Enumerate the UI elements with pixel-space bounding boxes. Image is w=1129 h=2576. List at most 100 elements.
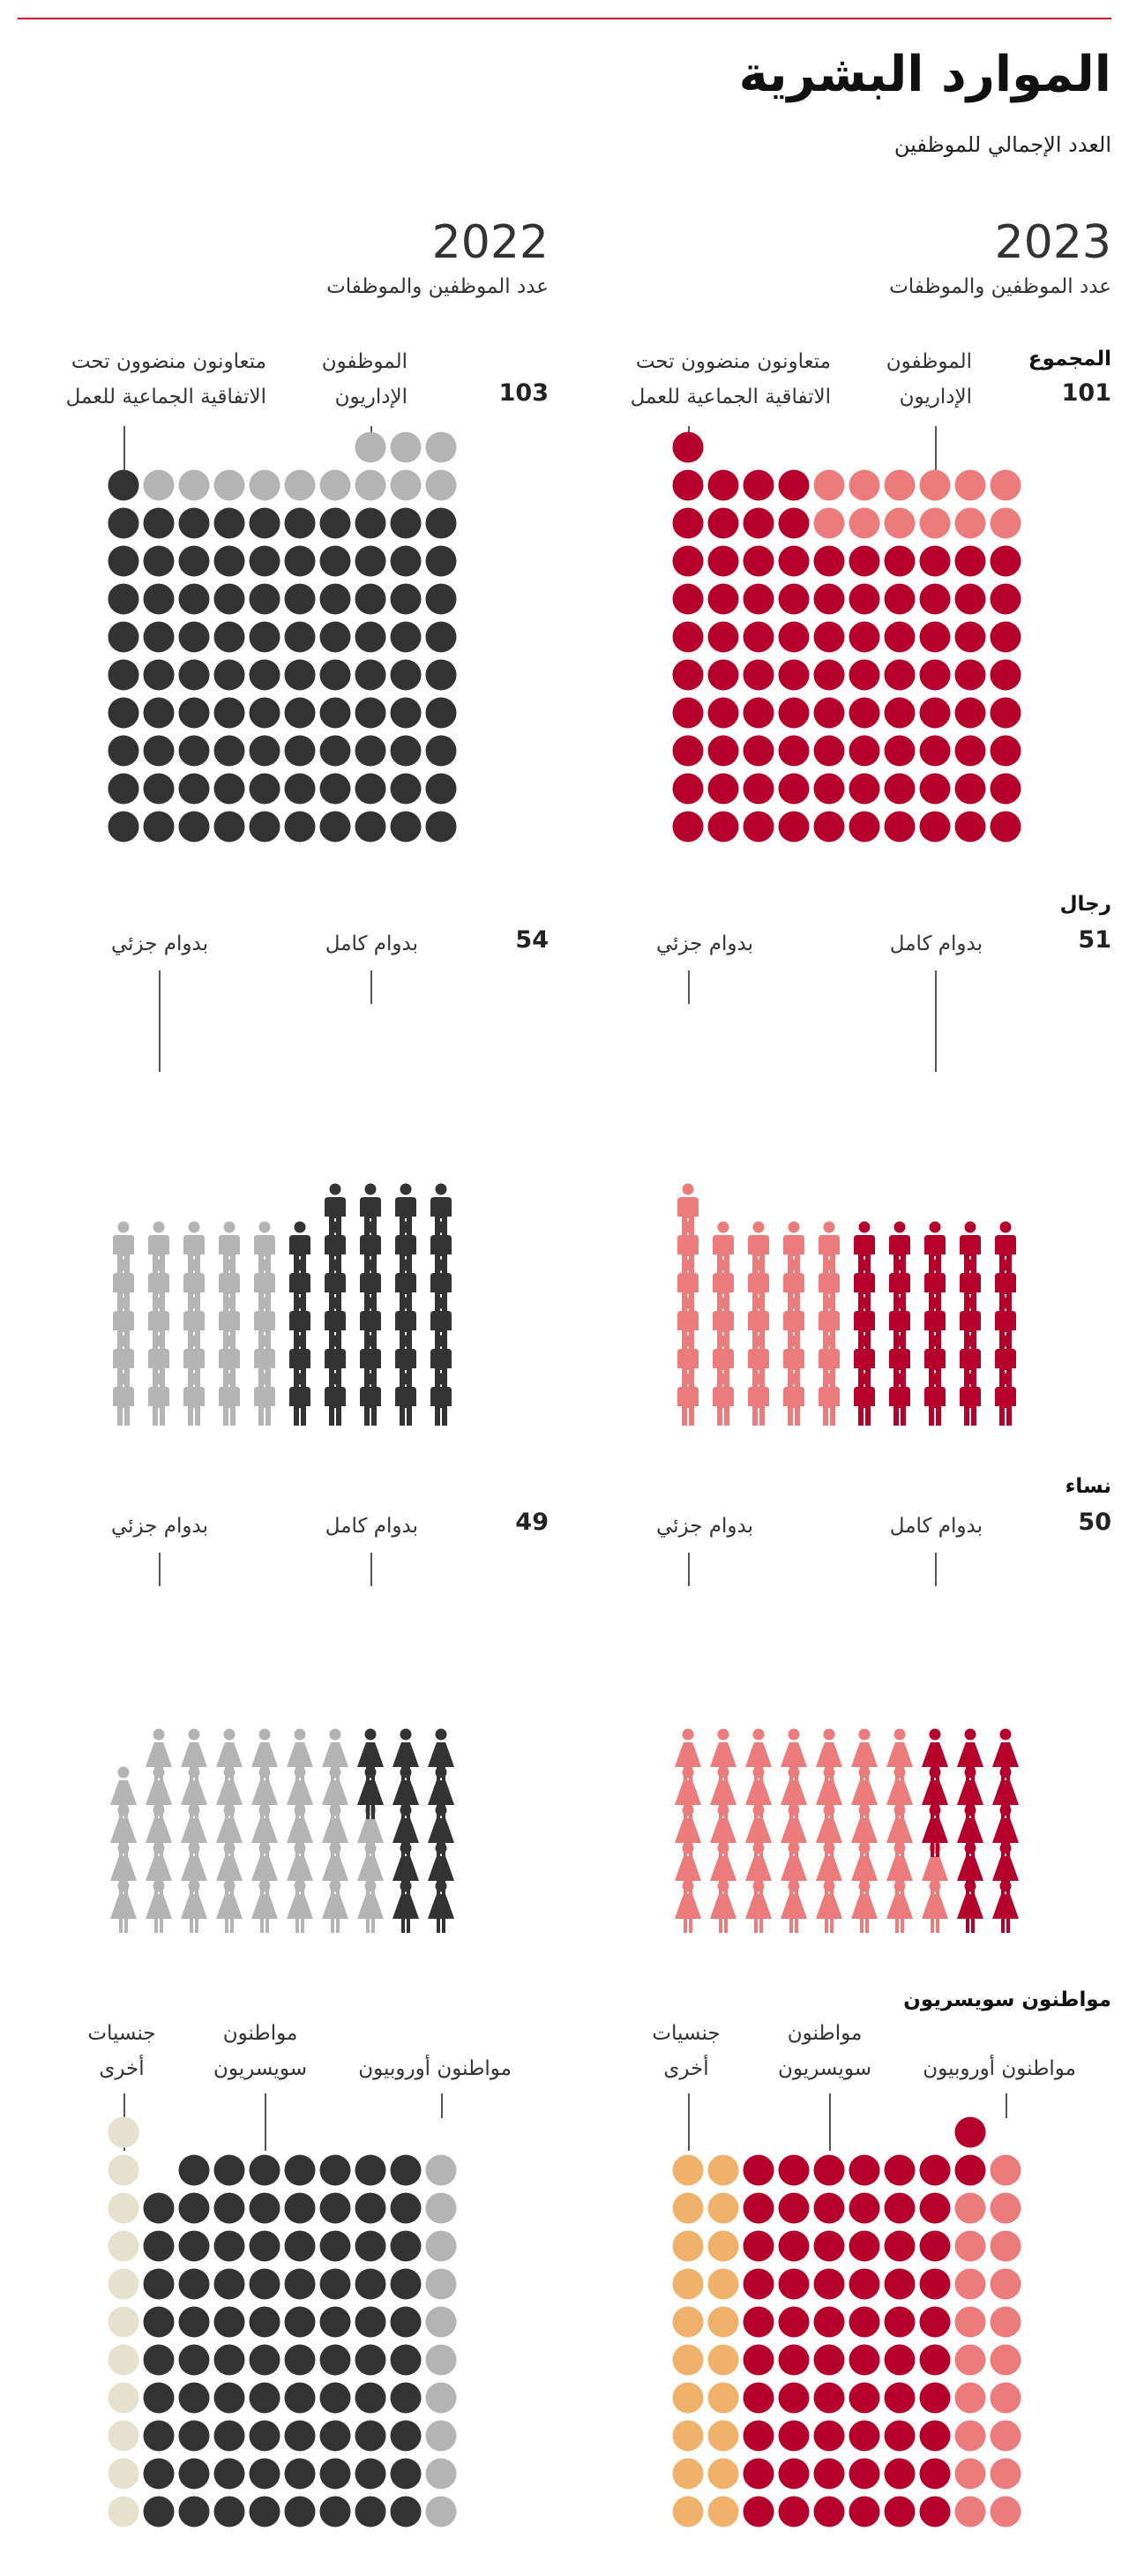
nat-2023-dot-mark [954,2420,986,2452]
nat-2023-dot-mark [919,2458,951,2490]
total-2023-dot-mark [672,545,704,577]
nat-2022-dot-mark [108,2116,139,2148]
total-2023-dot-mark [919,773,951,805]
men-2022-figure-mark [183,1373,205,1426]
nat-2022-dot-mark [390,2154,422,2186]
nat-2022-dot-mark [355,2344,386,2376]
women-2022-figure-mark [181,1728,207,1781]
total-2022-dot-mark [213,507,245,539]
total-2022-dot-mark [355,621,386,653]
total-2023-dot-mark [954,773,986,805]
nat-2022-dot-mark [355,2192,386,2224]
nat-2023-dot-mark [813,2306,845,2338]
nat-2022-dot-mark [143,2230,175,2262]
total-2023-dot-mark [884,659,916,691]
total-2023-dot-mark [707,773,739,805]
nat-2023-dot-mark [990,2268,1021,2300]
nat-2022-dot-mark [319,2154,351,2186]
nat-2023-dot-mark [778,2230,810,2262]
total-2022-dot-mark [213,621,245,653]
total-2022-dot-mark [319,773,351,805]
total-2022-dot-mark [355,431,386,463]
nat-2023-dot-mark [954,2154,986,2186]
nat-2022-dot-mark [143,2382,175,2414]
men-2022-figure-mark [325,1373,346,1426]
total-2022-dot-mark [284,583,316,615]
women-2023-parttime-leader [688,1553,690,1586]
total-2022-dot-mark [390,583,422,615]
year-2022-subheading: عدد الموظفين والموظفات [326,275,549,298]
nat-2023-dot-group [672,2116,1021,2527]
nat-2023-eu-leader [1006,2093,1007,2118]
total-2023-dot-mark [813,507,845,539]
nat-2023-dot-mark [919,2192,951,2224]
total-2022-dot-mark [319,811,351,842]
women-2022-figure-mark [287,1880,313,1933]
total-2022-dot-mark [390,735,422,767]
nat-2023-dot-mark [954,2192,986,2224]
total-2022-dot-mark [425,431,457,463]
men-2023-figure-mark [819,1221,840,1274]
women-2022-fulltime-label: بدوام كامل [325,1515,418,1538]
total-2022-dot-mark [143,545,175,577]
nat-2022-dot-mark [213,2230,245,2262]
women-2023-fulltime-leader [935,1553,937,1586]
total-2023-dot-mark [919,621,951,653]
women-2023-figure-mark [745,1728,772,1781]
total-2022-dot-mark [249,811,280,842]
nat-2022-dot-mark [425,2230,457,2262]
men-2022-count: 54 [515,926,549,954]
total-2022-dot-mark [284,621,316,653]
nat-2022-dot-mark [425,2268,457,2300]
nat-2023-dot-mark [778,2306,810,2338]
total-2022-dot-mark [319,697,351,729]
nat-2022-dot-mark [390,2268,422,2300]
total-2023-dot-mark [743,621,774,653]
total-2022-dot-mark [178,659,210,691]
men-2023-figure-mark [924,1221,946,1274]
nat-2023-dot-mark [813,2344,845,2376]
total-2023-dot-mark [778,773,810,805]
women-2023-figure-mark [781,1880,807,1933]
total-2022-dot-mark [390,507,422,539]
nat-2022-dot-mark [143,2306,175,2338]
nat-2023-dot-mark [707,2382,739,2414]
total-2022-dot-mark [143,735,175,767]
total-2023-dot-mark [990,735,1021,767]
men-2023-figure-mark [783,1221,804,1274]
total-2022-dot-mark [425,507,457,539]
nat-2023-dot-mark [884,2458,916,2490]
total-2022-dot-mark [319,659,351,691]
nat-2022-dot-mark [108,2230,139,2262]
total-2022-dot-mark [213,545,245,577]
total-2023-dot-mark [884,583,916,615]
nat-2022-dot-mark [284,2268,316,2300]
nat-2022-dot-mark [319,2420,351,2452]
nat-2023-dot-mark [672,2154,704,2186]
total-2023-dot-mark [990,621,1021,653]
nat-2023-dot-mark [954,2230,986,2262]
nat-2023-other-leader [688,2093,690,2151]
nat-2023-dot-mark [813,2192,845,2224]
total-2023-dot-mark [813,469,845,501]
page-title: الموارد البشرية [738,46,1111,103]
women-2023-figure-mark [816,1880,842,1933]
women-2022-figure-mark [216,1880,243,1933]
total-2023-dot-mark [778,811,810,842]
total-2022-dot-mark [178,583,210,615]
nat-2022-dot-mark [143,2268,175,2300]
nat-2022-dot-mark [390,2420,422,2452]
total-2023-dot-mark [884,621,916,653]
women-2022-figure-mark [428,1728,454,1781]
total-2022-dot-mark [390,659,422,691]
nat-2022-dot-mark [319,2306,351,2338]
total-2022-dot-mark [284,773,316,805]
total-2023-dot-mark [813,621,845,653]
men-2023-figure-mark [713,1221,734,1274]
total-2023-dot-mark [990,507,1021,539]
total-2022-dot-mark [425,583,457,615]
men-2023-figure-mark [854,1221,875,1274]
women-2023-count: 50 [1078,1509,1111,1536]
women-2023-figure-mark [886,1880,913,1933]
total-2022-dot-mark [143,507,175,539]
